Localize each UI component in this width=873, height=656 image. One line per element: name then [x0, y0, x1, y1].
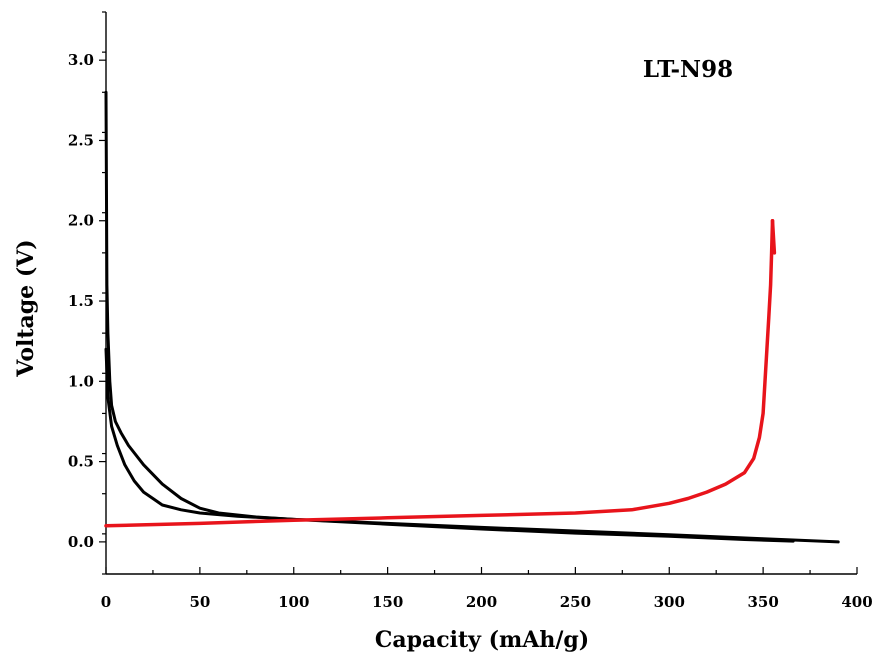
- y-tick-label: 2.5: [68, 131, 94, 149]
- series-line-discharge-1: [104, 90, 840, 544]
- series-line-discharge-2: [104, 347, 795, 543]
- x-tick-label: 350: [747, 593, 778, 611]
- x-axis-ticks: 0 50 100 150 200 250 300 350 400: [101, 567, 873, 611]
- plot-axes: [105, 12, 857, 575]
- y-tick-label: 2.0: [68, 212, 94, 230]
- x-tick-label: 250: [560, 593, 591, 611]
- x-axis-title: Capacity (mAh/g): [375, 627, 589, 653]
- series-layer: [104, 90, 840, 544]
- y-tick-label: 1.5: [68, 292, 94, 310]
- y-tick-label: 0.5: [68, 453, 94, 471]
- series-line-charge: [104, 218, 775, 528]
- y-axis-ticks: 0.0 0.5 1.0 1.5 2.0 2.5 3.0: [68, 11, 106, 575]
- series-line-charge-end-tail: [770, 218, 777, 255]
- x-tick-label: 400: [841, 593, 872, 611]
- y-tick-label: 0.0: [68, 533, 94, 551]
- x-tick-label: 200: [466, 593, 497, 611]
- x-tick-label: 100: [278, 593, 309, 611]
- x-tick-label: 50: [189, 593, 210, 611]
- y-tick-label: 1.0: [68, 372, 94, 390]
- x-tick-label: 150: [372, 593, 403, 611]
- y-axis-title: Voltage (V): [13, 239, 39, 377]
- x-tick-label: 0: [101, 593, 111, 611]
- x-tick-label: 300: [654, 593, 685, 611]
- y-tick-label: 3.0: [68, 51, 94, 69]
- sample-label: LT-N98: [643, 56, 733, 83]
